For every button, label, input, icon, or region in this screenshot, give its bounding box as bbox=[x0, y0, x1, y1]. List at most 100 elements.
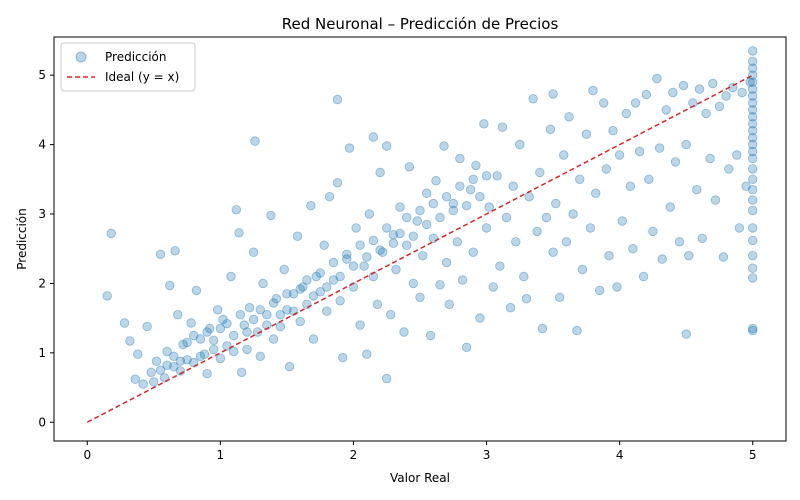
scatter-point bbox=[601, 164, 612, 174]
scatter-point bbox=[732, 150, 742, 160]
scatter-point bbox=[359, 261, 369, 271]
scatter-point bbox=[415, 205, 425, 216]
scatter-point bbox=[697, 233, 707, 244]
scatter-point bbox=[262, 310, 272, 320]
scatter-point bbox=[575, 174, 585, 185]
scatter-point bbox=[748, 174, 758, 185]
scatter-point bbox=[748, 205, 758, 216]
scatter-point bbox=[561, 237, 572, 247]
scatter-point bbox=[119, 318, 130, 328]
scatter-point bbox=[368, 132, 379, 142]
scatter-point bbox=[737, 87, 747, 98]
scatter-point bbox=[559, 150, 569, 160]
scatter-point bbox=[528, 94, 538, 104]
scatter-point bbox=[408, 278, 419, 289]
scatter-point bbox=[202, 327, 212, 337]
scatter-point bbox=[468, 174, 478, 185]
scatter-point bbox=[342, 254, 352, 264]
scatter-point bbox=[415, 292, 425, 303]
scatter-point bbox=[382, 373, 392, 384]
scatter-point bbox=[175, 356, 186, 366]
legend-label-prediccion: Predicción bbox=[105, 50, 167, 64]
scatter-point bbox=[375, 245, 385, 255]
scatter-point bbox=[368, 235, 379, 246]
scatter-point bbox=[378, 247, 388, 257]
scatter-point bbox=[302, 275, 312, 285]
scatter-point bbox=[541, 212, 552, 223]
scatter-point bbox=[748, 46, 758, 56]
scatter-point bbox=[355, 240, 365, 250]
scatter-point bbox=[288, 289, 299, 299]
scatter-point bbox=[165, 280, 175, 291]
scatter-point bbox=[479, 119, 489, 129]
scatter-point bbox=[435, 212, 445, 223]
scatter-point bbox=[448, 198, 459, 209]
scatter-point bbox=[422, 188, 432, 198]
scatter-point bbox=[678, 80, 689, 91]
scatter-point bbox=[585, 223, 596, 233]
scatter-point bbox=[495, 261, 505, 271]
scatter-point bbox=[455, 181, 465, 191]
scatter-point bbox=[748, 98, 758, 108]
scatter-point bbox=[215, 353, 226, 364]
scatter-point bbox=[572, 325, 582, 336]
scatter-point bbox=[621, 108, 632, 119]
scatter-point bbox=[169, 351, 179, 362]
scatter-point bbox=[204, 323, 215, 334]
scatter-point bbox=[266, 210, 276, 221]
scatter-point bbox=[608, 125, 618, 136]
scatter-point bbox=[497, 122, 508, 132]
scatter-point bbox=[748, 77, 758, 87]
scatter-point bbox=[284, 362, 295, 372]
scatter-point bbox=[133, 349, 143, 359]
scatter-point bbox=[748, 263, 758, 273]
scatter-point bbox=[705, 153, 715, 164]
scatter-point bbox=[248, 247, 259, 257]
scatter-point bbox=[595, 285, 605, 296]
scatter-point bbox=[282, 305, 292, 315]
scatter-point bbox=[519, 271, 529, 282]
scatter-point bbox=[455, 153, 465, 164]
scatter-point bbox=[441, 191, 452, 202]
scatter-point bbox=[508, 181, 518, 191]
scatter-point bbox=[255, 351, 265, 362]
scatter-point bbox=[652, 73, 662, 84]
scatter-point bbox=[461, 342, 472, 353]
scatter-point bbox=[395, 228, 405, 239]
scatter-point bbox=[306, 200, 316, 211]
scatter-point bbox=[748, 119, 758, 129]
scatter-point bbox=[501, 212, 512, 223]
scatter-point bbox=[239, 320, 250, 330]
scatter-point bbox=[714, 101, 725, 112]
scatter-point bbox=[348, 261, 359, 271]
scatter-point bbox=[748, 164, 758, 174]
scatter-point bbox=[748, 153, 758, 164]
scatter-point bbox=[362, 252, 372, 262]
scatter-point bbox=[452, 237, 463, 247]
scatter-point bbox=[581, 129, 592, 139]
scatter-point bbox=[448, 205, 459, 216]
scatter-point bbox=[661, 105, 671, 115]
scatter-point bbox=[684, 250, 694, 261]
scatter-point bbox=[634, 146, 645, 157]
scatter-point bbox=[228, 330, 239, 341]
scatter-point bbox=[244, 303, 255, 313]
scatter-point bbox=[250, 136, 260, 146]
scatter-point bbox=[681, 139, 691, 150]
scatter-point bbox=[568, 209, 578, 219]
scatter-point bbox=[748, 125, 758, 136]
scatter-point bbox=[748, 235, 758, 246]
scatter-point bbox=[710, 195, 721, 205]
legend: Predicción Ideal (y = x) bbox=[60, 42, 196, 92]
scatter-point bbox=[537, 323, 548, 334]
scatter-point bbox=[315, 268, 325, 278]
scatter-point bbox=[654, 143, 665, 153]
scatter-point bbox=[431, 175, 441, 186]
scatter-point bbox=[169, 362, 179, 372]
scatter-point bbox=[338, 353, 348, 363]
scatter-point bbox=[748, 323, 758, 334]
scatter-point bbox=[481, 171, 492, 181]
scatter-point bbox=[142, 321, 152, 332]
scatter-point bbox=[298, 282, 308, 292]
